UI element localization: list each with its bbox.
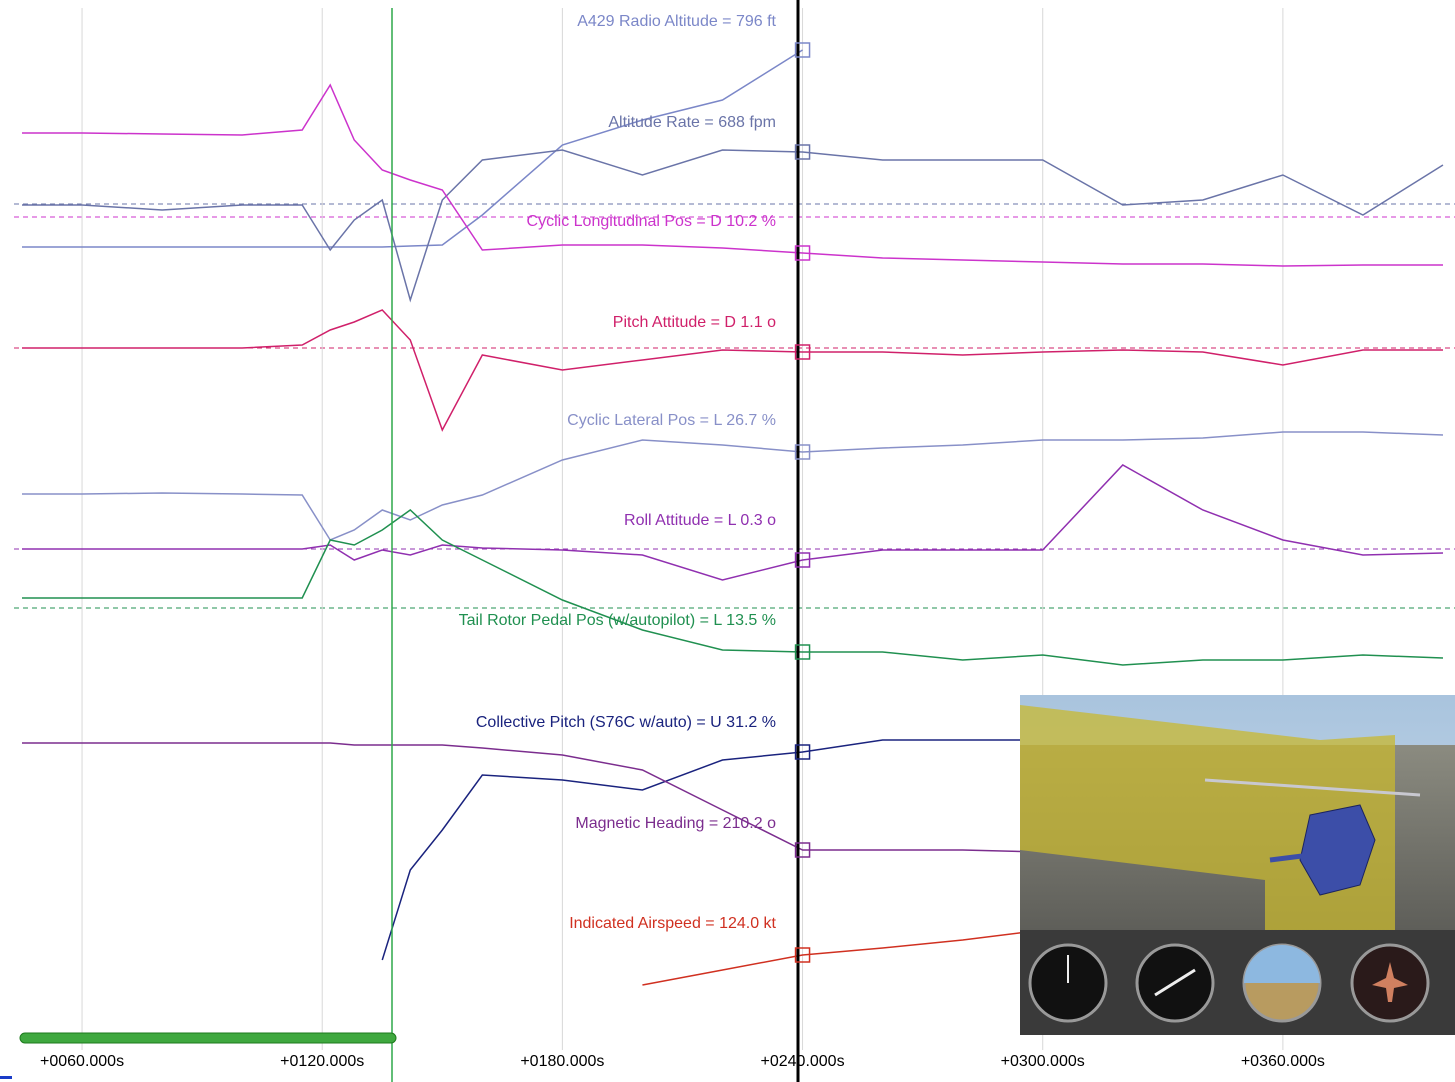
x-tick-label: +0240.000s xyxy=(761,1053,845,1070)
flight-corridor xyxy=(1020,705,1395,930)
cursor-marker xyxy=(794,842,811,858)
x-tick-label: +0300.000s xyxy=(1001,1053,1085,1070)
x-tick-label: +0120.000s xyxy=(280,1053,364,1070)
cursor-marker xyxy=(794,644,811,660)
cursor-marker xyxy=(794,552,811,568)
trace-label: A429 Radio Altitude = 796 ft xyxy=(577,13,776,30)
attitude-sky xyxy=(1244,945,1320,983)
trace xyxy=(22,464,1444,581)
trace-label: Altitude Rate = 688 fpm xyxy=(608,114,776,131)
trace xyxy=(22,49,803,248)
x-tick-label: +0360.000s xyxy=(1241,1053,1325,1070)
trace xyxy=(22,149,1444,303)
cursor-marker xyxy=(794,744,811,760)
cursor-marker xyxy=(794,245,811,261)
trace xyxy=(22,83,1443,267)
grid xyxy=(81,8,1284,1050)
trace xyxy=(22,309,1443,432)
x-tick-label: +0060.000s xyxy=(40,1053,124,1070)
cursor-marker xyxy=(794,42,811,58)
trace-labels: A429 Radio Altitude = 796 ft Altitude Rat… xyxy=(459,13,777,932)
helicopter xyxy=(1299,804,1376,896)
cursor-marker xyxy=(794,444,811,460)
trace-label: Tail Rotor Pedal Pos (w/autopilot) = L 1… xyxy=(459,612,776,629)
gauge-needle xyxy=(1154,968,1196,997)
rotor xyxy=(1204,778,1421,797)
trace xyxy=(22,509,1444,666)
trace-label: Magnetic Heading = 210.2 o xyxy=(575,815,776,832)
cursor-marker xyxy=(794,344,811,360)
timeline-bar[interactable] xyxy=(19,1032,397,1044)
cursor-marker xyxy=(794,947,811,963)
trace-label: Collective Pitch (S76C w/auto) = U 31.2 … xyxy=(476,714,776,731)
cursor-marker xyxy=(794,144,811,160)
corner-mark xyxy=(0,1076,12,1079)
trace-label: Pitch Attitude = D 1.1 o xyxy=(613,314,776,331)
reference-lines xyxy=(14,203,1455,609)
trace-label: Cyclic Longitudinal Pos = D 10.2 % xyxy=(527,213,776,230)
cursor-markers xyxy=(794,42,811,963)
trace-label: Cyclic Lateral Pos = L 26.7 % xyxy=(567,412,776,429)
trace-label: Indicated Airspeed = 124.0 kt xyxy=(569,915,776,932)
trace-label: Roll Attitude = L 0.3 o xyxy=(624,512,776,529)
helicopter-tail xyxy=(1269,852,1311,863)
heading-aircraft xyxy=(1372,962,1408,1002)
x-axis: +0060.000s +0120.000s +0180.000s +0240.000s… xyxy=(40,1053,1325,1070)
x-tick-label: +0180.000s xyxy=(520,1053,604,1070)
trace xyxy=(22,431,1444,541)
3d-view xyxy=(1020,695,1455,1035)
